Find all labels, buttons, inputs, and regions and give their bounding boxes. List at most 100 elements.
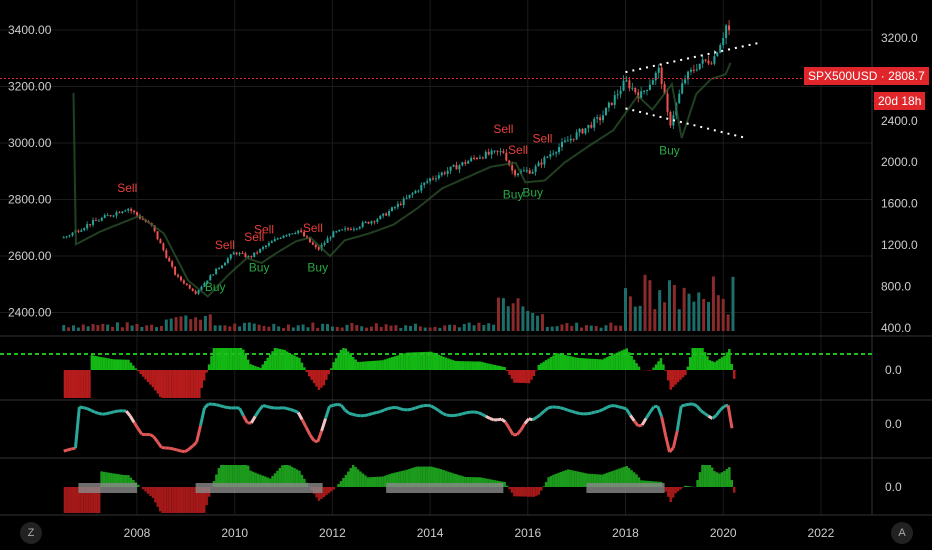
candle-body: [326, 238, 329, 243]
volume-bar: [91, 324, 95, 331]
indicator3-bar: [332, 487, 335, 490]
candle-body: [273, 239, 276, 242]
indicator3-bar: [371, 477, 374, 487]
candle-body: [596, 117, 599, 119]
volume-bar: [145, 325, 149, 331]
indicator1-bar: [449, 359, 453, 370]
indicator1-bar: [364, 361, 367, 370]
indicator1-bar: [110, 358, 113, 370]
candle-body: [200, 286, 203, 290]
candle-body: [262, 247, 265, 249]
indicator1-bar: [66, 370, 69, 398]
countdown-badge: 20d 18h: [874, 92, 926, 110]
indicator2-segment: [63, 448, 69, 453]
indicator2-segment: [531, 416, 538, 422]
indicator1-bar: [405, 352, 409, 370]
symbol-badge[interactable]: SPX500USD · 2808.7: [804, 67, 929, 85]
indicator3-bar: [124, 475, 128, 487]
candle-body: [490, 150, 493, 155]
grid: [0, 0, 872, 515]
candle-body: [112, 215, 115, 217]
indicator2-segment: [675, 405, 683, 431]
indicator1-bar: [361, 361, 365, 370]
indicator3-bar: [254, 472, 257, 487]
indicator3-bar: [303, 478, 306, 487]
candle-body: [710, 63, 713, 65]
volume-bar: [208, 314, 212, 331]
volume-bar: [96, 325, 100, 331]
candle-body: [634, 87, 637, 93]
indicator1-bar: [574, 357, 577, 370]
indicator2-segment: [587, 411, 592, 416]
candle-body: [194, 291, 197, 294]
candle-body: [581, 128, 584, 134]
candle-body: [390, 207, 393, 212]
indicator3-bar: [202, 487, 206, 513]
indicator2-segment: [73, 406, 81, 449]
candle-body: [203, 283, 206, 287]
volume-bar: [643, 274, 647, 331]
indicator1-bar: [637, 366, 641, 370]
volume-bar: [350, 322, 354, 331]
indicator3-bar: [151, 487, 155, 499]
indicator3-bar: [173, 487, 177, 513]
indicator1-bar: [659, 358, 663, 370]
indicator3-bar: [725, 469, 729, 487]
indicator1-bar: [713, 362, 716, 370]
indicator2-segment: [110, 410, 115, 415]
candle-body: [475, 157, 478, 159]
candle-body: [411, 193, 414, 195]
indicator2-segment: [598, 408, 604, 413]
indicator3-bar: [452, 473, 455, 487]
indicator1-bar: [383, 359, 387, 370]
indicator2-segment: [726, 404, 734, 429]
indicator3-bar: [400, 470, 404, 487]
indicator2-segment: [289, 408, 295, 413]
indicator3-bar: [689, 486, 692, 487]
indicator1-bar: [715, 360, 719, 370]
volume-bar: [438, 327, 442, 331]
indicator2-segment: [152, 435, 159, 443]
candle-body: [358, 226, 361, 229]
indicator1-bar: [676, 370, 680, 383]
indicator1-bar: [249, 364, 252, 370]
indicator3-bar: [510, 487, 514, 493]
indicator1-bar: [615, 352, 619, 370]
candle-body: [493, 150, 496, 152]
indicator3-bar: [561, 471, 565, 487]
indicator1-bar: [720, 357, 724, 370]
candle-body: [232, 252, 235, 255]
volume-bar: [257, 324, 261, 331]
indicator2-segment: [461, 411, 467, 416]
indicator1-bar: [381, 360, 384, 370]
indicator3-bar: [437, 468, 440, 487]
indicator3-bar: [198, 487, 201, 513]
candle-body: [446, 170, 449, 174]
indicator1-bar: [386, 358, 389, 370]
indicator3-bar: [298, 470, 301, 487]
candle-body: [502, 151, 505, 153]
indicator2-segment: [383, 407, 389, 412]
indicator3-bar: [271, 475, 274, 487]
indicator3-bar: [710, 467, 714, 487]
indicator1-bar: [564, 355, 567, 370]
indicator1-bar: [251, 365, 255, 370]
candle-body: [97, 220, 100, 222]
indicator3-bar: [461, 476, 465, 487]
auto-scale-button[interactable]: Z: [20, 522, 42, 544]
indicator3-bar: [293, 468, 296, 487]
indicator2-segment: [128, 415, 136, 424]
indicator3-bar: [730, 480, 734, 487]
candle-body: [531, 171, 534, 174]
auto-button[interactable]: A: [891, 522, 913, 544]
candle-body: [701, 59, 704, 64]
indicator1-bar: [359, 361, 362, 370]
indicator1-bar: [239, 348, 243, 370]
indicator1-bar: [400, 354, 404, 370]
right-axis-tick-label: 400.0: [881, 321, 911, 335]
candle-body: [402, 198, 405, 205]
indicator2-segment: [692, 402, 698, 408]
candle-body: [643, 90, 646, 92]
